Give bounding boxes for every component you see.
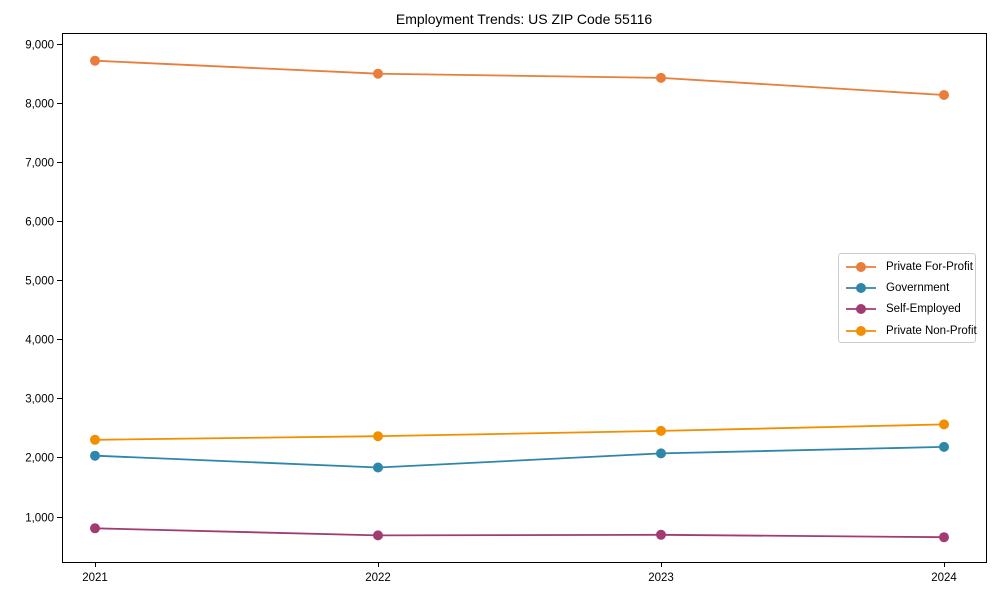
legend-line-marker-icon	[846, 325, 876, 336]
x-tick-label: 2024	[931, 572, 957, 584]
data-point-marker-self-employed	[656, 529, 666, 540]
data-point-marker-private-for-profit	[656, 72, 666, 83]
y-tick-label: 5,000	[25, 276, 54, 288]
legend-label: Government	[886, 282, 950, 295]
legend-label: Private For-Profit	[886, 260, 973, 273]
series-line-private-non-profit	[94, 423, 945, 441]
data-point-marker-self-employed	[373, 530, 383, 541]
y-tick-label: 4,000	[25, 335, 54, 347]
data-point-marker-private-non-profit	[656, 425, 666, 436]
chart-legend: Private For-Profit Government Self-Employe…	[838, 253, 977, 343]
data-point-marker-private-non-profit	[939, 419, 949, 430]
legend-line-marker-icon	[846, 283, 876, 294]
data-point-marker-government	[656, 448, 666, 459]
chart-title: Employment Trends: US ZIP Code 55116	[395, 11, 653, 27]
data-point-marker-private-for-profit	[373, 68, 383, 79]
data-point-marker-private-for-profit	[90, 55, 100, 66]
y-tick-label: 9,000	[25, 40, 54, 52]
y-tick-label: 7,000	[25, 158, 54, 170]
legend-item-self-employed: Self-Employed	[845, 299, 975, 320]
data-point-marker-private-non-profit	[373, 431, 383, 442]
data-point-marker-private-for-profit	[939, 90, 949, 100]
x-tick-label: 2021	[82, 572, 108, 584]
y-tick-label: 8,000	[25, 99, 54, 111]
data-point-marker-private-non-profit	[90, 434, 100, 445]
data-point-marker-self-employed	[90, 523, 100, 534]
plot-frame	[62, 33, 987, 563]
y-tick-label: 6,000	[25, 217, 54, 229]
legend-item-private-for-profit: Private For-Profit	[845, 256, 975, 277]
x-tick-label: 2023	[648, 572, 674, 584]
legend-label: Self-Employed	[886, 303, 961, 316]
data-point-marker-self-employed	[939, 532, 949, 543]
y-tick-label: 2,000	[25, 453, 54, 465]
y-tick-label: 1,000	[25, 513, 54, 525]
legend-label: Private Non-Profit	[886, 324, 977, 337]
legend-item-government: Government	[845, 277, 975, 298]
series-line-self-employed	[94, 527, 945, 539]
data-point-marker-government	[90, 450, 100, 461]
x-tick-label: 2022	[365, 572, 391, 584]
legend-item-private-non-profit: Private Non-Profit	[845, 320, 977, 341]
data-point-marker-government	[939, 441, 949, 452]
legend-line-marker-icon	[846, 304, 876, 315]
y-tick-label: 3,000	[25, 394, 54, 406]
data-point-marker-government	[373, 462, 383, 473]
legend-line-marker-icon	[846, 261, 876, 272]
series-line-private-for-profit	[94, 59, 945, 96]
series-line-government	[94, 446, 945, 469]
